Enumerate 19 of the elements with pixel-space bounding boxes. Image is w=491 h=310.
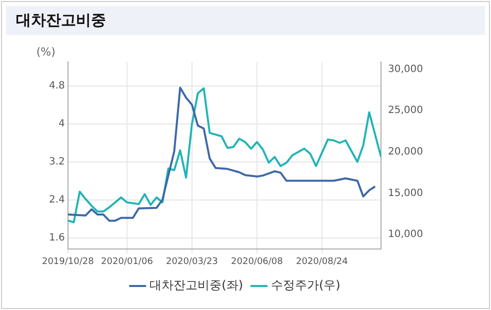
x-tick-label: 2020/01/06 xyxy=(101,256,154,267)
y2-tick-label: 15,000 xyxy=(388,188,424,199)
y2-tick-label: 30,000 xyxy=(388,64,424,75)
y-tick-label: 3.2 xyxy=(48,156,65,168)
x-tick-label: 2019/10/28 xyxy=(42,256,94,267)
y-tick-label: 2.4 xyxy=(48,194,65,206)
legend-label: 대차잔고비중(좌) xyxy=(150,278,244,292)
x-tick-label: 2020/06/08 xyxy=(231,256,284,267)
y-tick-label: 4.8 xyxy=(48,80,65,92)
y2-tick-label: 20,000 xyxy=(388,146,424,158)
x-tick-label: 2020/08/24 xyxy=(296,256,348,267)
legend-label: 수정주가(우) xyxy=(271,278,340,292)
y-tick-label: 1.6 xyxy=(48,232,65,244)
y2-tick-label: 10,000 xyxy=(388,229,424,240)
chart-title: 대차잔고비중 xyxy=(6,6,485,35)
x-tick-label: 2020/03/23 xyxy=(166,256,218,267)
y2-tick-label: 25,000 xyxy=(388,105,424,116)
y-tick-label: 4 xyxy=(58,118,65,130)
y-axis-title: (%) xyxy=(36,45,56,58)
